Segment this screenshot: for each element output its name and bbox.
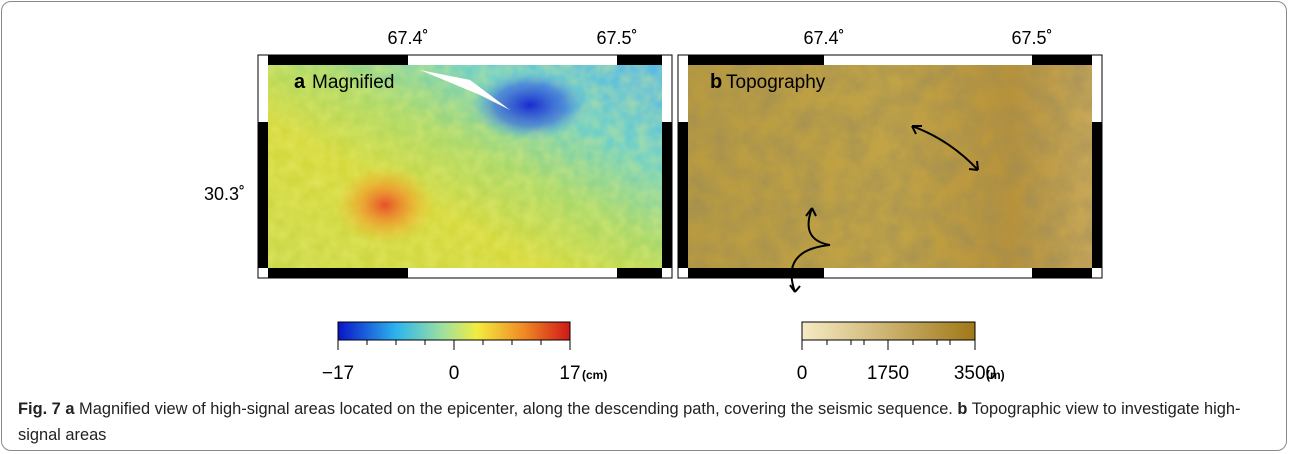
colorbar-ticks xyxy=(338,340,570,350)
panel-title: Topography xyxy=(726,72,826,93)
frame-bar xyxy=(258,122,268,268)
panel-b: b Topography 67.4˚ 67.5˚ xyxy=(678,28,1102,292)
x-tick-label: 67.4˚ xyxy=(387,28,428,48)
frame-bar xyxy=(268,268,408,278)
frame-bar xyxy=(1092,122,1102,268)
page: a Magnified 67.4˚ 67.5˚ 30.3˚ b Topograp… xyxy=(0,0,1290,454)
x-tick-label: 67.5˚ xyxy=(1011,28,1052,48)
colorbar-ticks xyxy=(802,340,975,350)
colorbar-label: 0 xyxy=(449,363,460,384)
colorbar xyxy=(338,322,570,340)
frame-bar xyxy=(662,122,672,268)
map-anomaly xyxy=(335,165,435,245)
colorbar-b: 0 1750 3500 (m) xyxy=(797,322,1005,384)
caption-label: Fig. 7 xyxy=(18,400,61,418)
figure: a Magnified 67.4˚ 67.5˚ 30.3˚ b Topograp… xyxy=(0,0,1290,390)
colorbar-a: −17 0 17 (cm) xyxy=(322,322,607,384)
colorbar-label: −17 xyxy=(322,363,354,384)
panel-title: Magnified xyxy=(312,72,394,93)
panel-label: a xyxy=(294,71,306,93)
colorbar-label: 17 xyxy=(559,363,580,384)
panel-a: a Magnified 67.4˚ 67.5˚ 30.3˚ xyxy=(204,28,672,278)
colorbar-unit: (m) xyxy=(986,368,1005,382)
colorbar-label: 0 xyxy=(797,363,808,384)
frame-bar xyxy=(688,268,824,278)
caption-part-label: a xyxy=(65,400,74,418)
frame-bar xyxy=(1032,268,1092,278)
map-texture xyxy=(688,65,1092,268)
colorbar-label: 1750 xyxy=(867,363,909,384)
map-anomaly xyxy=(470,70,590,140)
frame-bar xyxy=(617,55,662,65)
frame-bar xyxy=(617,268,662,278)
x-tick-label: 67.4˚ xyxy=(803,28,844,48)
y-tick-label: 30.3˚ xyxy=(204,184,245,204)
frame-bar xyxy=(1032,55,1092,65)
colorbar xyxy=(802,322,975,340)
caption: Fig. 7 a Magnified view of high-signal a… xyxy=(18,396,1276,448)
panel-label: b xyxy=(710,71,722,93)
x-tick-label: 67.5˚ xyxy=(596,28,637,48)
caption-part-label: b xyxy=(957,400,967,418)
caption-text: Magnified view of high-signal areas loca… xyxy=(75,400,958,418)
frame-bar xyxy=(678,122,688,268)
frame-bar xyxy=(688,55,824,65)
colorbar-unit: (cm) xyxy=(582,368,607,382)
map-texture xyxy=(268,65,662,268)
frame-bar xyxy=(268,55,408,65)
